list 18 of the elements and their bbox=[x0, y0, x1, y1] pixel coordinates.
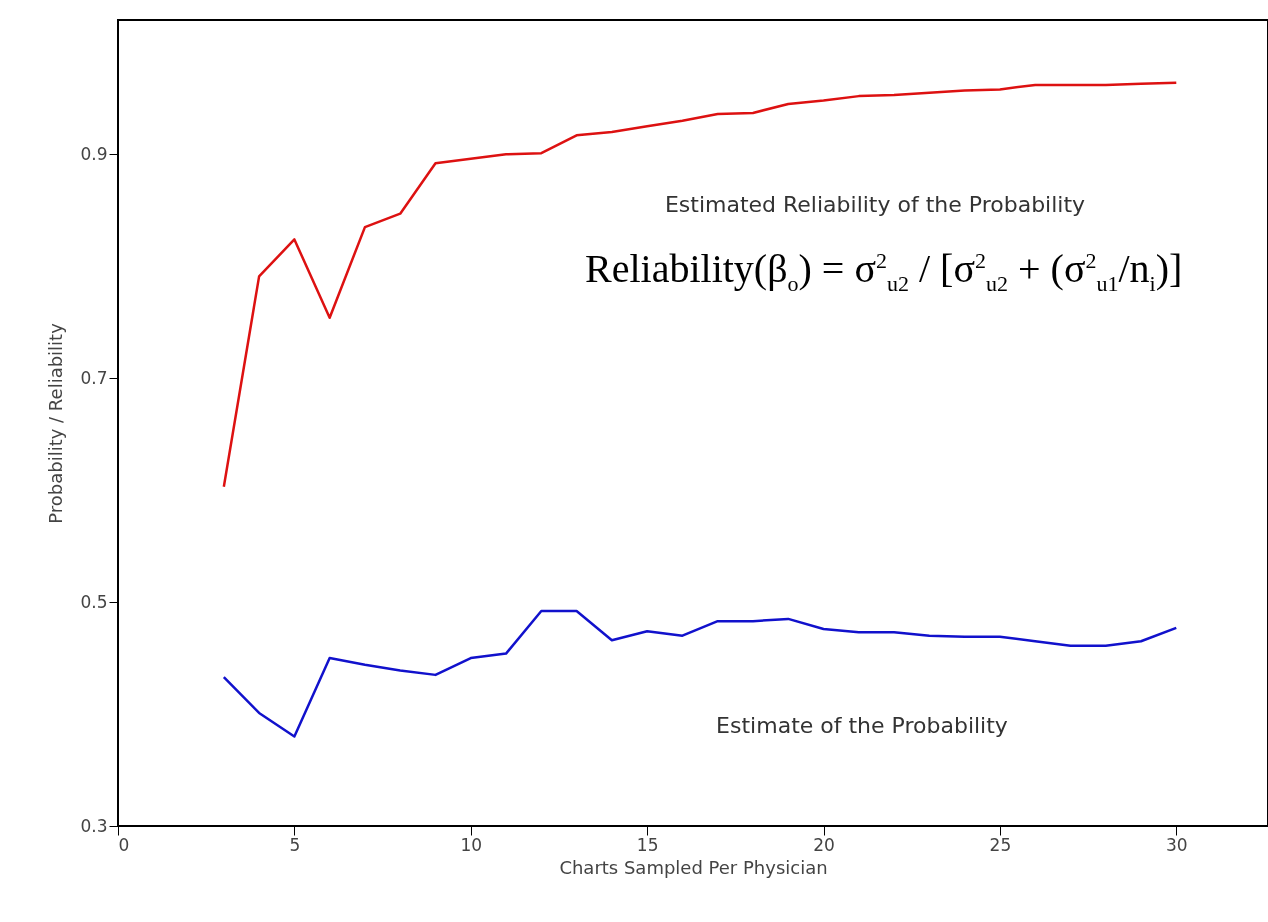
y-tick-label: 0.3 bbox=[80, 815, 108, 836]
y-tick-label: 0.9 bbox=[80, 143, 108, 164]
x-tick-label: 20 bbox=[813, 834, 835, 855]
x-tick-label: 30 bbox=[1165, 834, 1188, 855]
y-axis-title: Probability / Reliability bbox=[45, 322, 67, 524]
text: Reliability(β$_{o}$) = σ$^{2}$$_{u2}$ / [σ$^{2}$$_{u2}$ + (σ$^{2}$$_{u1}$/n$_{i}$)] bbox=[585, 246, 1183, 296]
y-tick-label: 0.7 bbox=[80, 367, 108, 388]
line-series bbox=[222, 81, 1178, 489]
x-tick-label: 5 bbox=[289, 834, 301, 855]
x-tick-label: 0 bbox=[118, 834, 130, 855]
line-series bbox=[222, 609, 1178, 738]
x-tick-label: 15 bbox=[636, 834, 659, 855]
x-tick-label: 25 bbox=[989, 834, 1012, 855]
annotation: Estimated Reliability of the Probability bbox=[664, 192, 1086, 217]
x-axis-title: Charts Sampled Per Physician bbox=[559, 856, 828, 878]
x-tick-label: 10 bbox=[460, 834, 483, 855]
annotation: Estimate of the Probability bbox=[716, 713, 1008, 738]
y-tick-label: 0.5 bbox=[80, 591, 108, 612]
